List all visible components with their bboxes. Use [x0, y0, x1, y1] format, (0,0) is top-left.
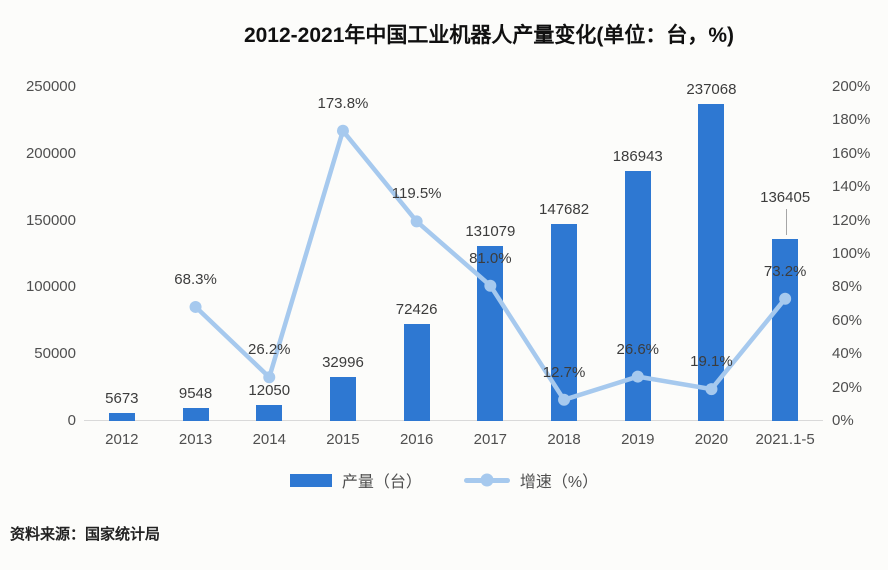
y-axis-right-tick-20%: 20%: [832, 378, 863, 396]
growth-label-2017: 81.0%: [469, 249, 512, 267]
growth-label-2013: 68.3%: [174, 270, 217, 288]
bar-label-2012: 5673: [105, 390, 139, 408]
y-axis-left-tick-250000: 250000: [25, 78, 76, 95]
bar-label-2021.1-5: 136405: [760, 188, 811, 206]
growth-marker-2016: [410, 215, 423, 228]
y-axis-right-tick-60%: 60%: [832, 311, 863, 329]
y-axis-left-tick-100000: 100000: [25, 278, 76, 296]
x-label-2015: 2015: [326, 431, 360, 448]
bar-series-swatch-icon: [289, 473, 332, 487]
line-series-swatch-icon: [463, 473, 510, 487]
x-label-2020: 2020: [694, 431, 729, 448]
y-axis-right-tick-140%: 140%: [832, 178, 871, 196]
growth-label-2019: 26.6%: [616, 340, 660, 358]
y-axis-right-tick-120%: 120%: [832, 211, 871, 229]
y-axis-left-tick-150000: 150000: [25, 211, 76, 229]
growth-label-2016: 119.5%: [391, 185, 442, 203]
bar-2015: [329, 376, 356, 421]
growth-marker-2015: [336, 124, 349, 137]
y-axis-left-tick-0: 0: [67, 412, 76, 429]
bar-label-2019: 186943: [612, 148, 663, 166]
bar-label-2017: 131079: [465, 222, 516, 240]
growth-label-2014: 26.2%: [247, 341, 291, 359]
legend: 产量（台） 增速（%）: [0, 466, 888, 494]
x-label-2021.1-5: 2021.1-5: [755, 431, 815, 448]
bar-2016: [403, 324, 430, 421]
y-axis-left-tick-50000: 50000: [34, 345, 76, 363]
bar-2014: [256, 404, 283, 421]
y-axis-right-tick-200%: 200%: [832, 78, 871, 95]
growth-label-2021.1-5: 73.2%: [763, 262, 807, 280]
bar-2017: [477, 245, 504, 421]
legend-item-production: 产量（台）: [289, 468, 422, 492]
bar-label-2020: 237068: [686, 81, 737, 99]
legend-label-growth: 增速（%）: [519, 474, 599, 491]
growth-label-2020: 19.1%: [690, 353, 733, 371]
line-marker-dot-icon: [480, 473, 494, 487]
y-axis-right-tick-80%: 80%: [832, 278, 863, 296]
growth-label-2018: 12.7%: [542, 363, 586, 381]
chart-title: 2012-2021年中国工业机器人产量变化(单位：台，%): [243, 24, 735, 47]
x-label-2016: 2016: [399, 431, 434, 448]
bar-2012: [108, 413, 135, 421]
y-axis-right-tick-160%: 160%: [832, 144, 871, 162]
x-label-2013: 2013: [178, 431, 213, 448]
y-axis-right-tick-0%: 0%: [832, 412, 854, 429]
bar-label-2018: 147682: [539, 200, 590, 218]
growth-label-2015: 173.8%: [317, 94, 369, 112]
y-axis-right-tick-40%: 40%: [832, 345, 863, 363]
x-label-2019: 2019: [621, 431, 655, 448]
legend-item-growth: 增速（%）: [463, 468, 599, 492]
bar-label-2015: 32996: [322, 353, 364, 371]
source-note: 资料来源：国家统计局: [10, 526, 161, 543]
bar-2020: [698, 104, 725, 421]
bar-label-leader-line: [786, 208, 788, 235]
x-label-2014: 2014: [252, 431, 286, 448]
bar-label-2016: 72426: [395, 301, 438, 319]
bar-label-2014: 12050: [248, 381, 291, 399]
x-axis-line: [84, 420, 823, 421]
legend-label-production: 产量（台）: [341, 474, 422, 491]
x-label-2017: 2017: [473, 431, 508, 448]
bar-2018: [551, 223, 578, 421]
x-label-2012: 2012: [105, 431, 139, 448]
y-axis-left-tick-200000: 200000: [25, 144, 76, 162]
bar-2019: [624, 171, 651, 421]
bar-label-2013: 9548: [178, 385, 213, 403]
growth-marker-2013: [189, 300, 202, 313]
y-axis-right-tick-180%: 180%: [832, 111, 871, 129]
x-label-2018: 2018: [547, 431, 581, 448]
bar-2013: [182, 408, 209, 421]
y-axis-right-tick-100%: 100%: [832, 245, 871, 262]
